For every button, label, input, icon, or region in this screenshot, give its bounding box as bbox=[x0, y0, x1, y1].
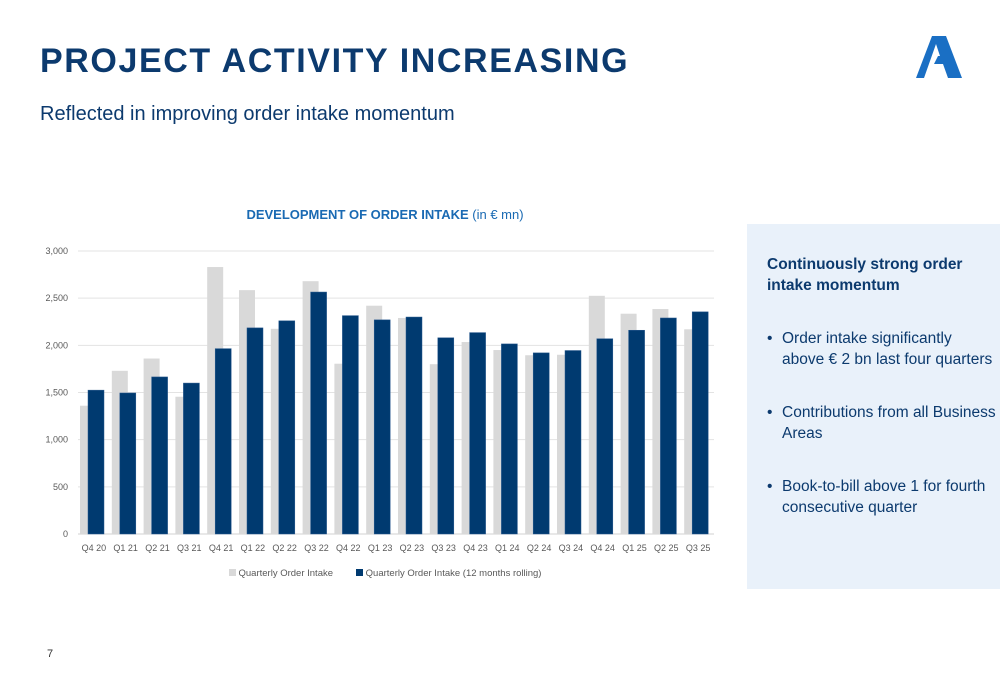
bar-rolling-order-intake bbox=[119, 392, 137, 535]
x-tick-label: Q1 24 bbox=[495, 543, 520, 553]
y-tick-label: 1,500 bbox=[45, 388, 68, 398]
bar-rolling-order-intake bbox=[405, 316, 423, 535]
bar-rolling-order-intake bbox=[151, 376, 168, 535]
key-points-heading: Continuously strong order intake momentu… bbox=[767, 256, 963, 294]
bar-rolling-order-intake bbox=[310, 291, 327, 535]
bar-rolling-order-intake bbox=[87, 389, 105, 535]
x-tick-label: Q4 20 bbox=[82, 543, 107, 553]
y-tick-label: 500 bbox=[53, 482, 68, 492]
key-point-item: • Order intake significantly above € 2 bn… bbox=[767, 328, 997, 370]
x-tick-label: Q1 22 bbox=[241, 543, 266, 553]
key-point-item: • Book-to-bill above 1 for fourth consecu… bbox=[767, 476, 997, 518]
x-tick-label: Q3 25 bbox=[686, 543, 711, 553]
x-tick-label: Q2 23 bbox=[400, 543, 425, 553]
order-intake-chart: 0 500 1,000 1,500 2,000 2,500 3,000 Q4 20 Q1 21 Q… bbox=[0, 230, 740, 600]
bar-rolling-order-intake bbox=[469, 332, 486, 535]
x-tick-label: Q3 22 bbox=[304, 543, 329, 553]
x-tick-label: Q4 22 bbox=[336, 543, 361, 553]
x-tick-label: Q3 24 bbox=[559, 543, 584, 553]
bar-rolling-order-intake bbox=[564, 350, 582, 535]
bar-rolling-order-intake bbox=[183, 382, 200, 535]
legend-label-quarterly: Quarterly Order Intake bbox=[238, 568, 334, 579]
chart-title: DEVELOPMENT OF ORDER INTAKE (in € mn) bbox=[0, 207, 770, 222]
bar-rolling-order-intake bbox=[278, 320, 296, 535]
bar-rolling-order-intake bbox=[246, 327, 264, 535]
x-tick-label: Q4 21 bbox=[209, 543, 234, 553]
page-title: PROJECT ACTIVITY INCREASING bbox=[40, 42, 630, 80]
company-logo-a-icon bbox=[916, 36, 962, 78]
bar-rolling-order-intake bbox=[342, 315, 359, 535]
page-subtitle: Reflected in improving order intake mome… bbox=[40, 103, 455, 125]
bar-rolling-order-intake bbox=[437, 337, 455, 535]
y-tick-label: 2,500 bbox=[45, 293, 68, 303]
legend-item-quarterly: Quarterly Order Intake bbox=[228, 568, 334, 579]
chart-title-unit: (in € mn) bbox=[468, 207, 524, 222]
bullet-icon: • bbox=[767, 330, 773, 347]
legend-swatch-quarterly bbox=[228, 569, 236, 576]
y-tick-label: 3,000 bbox=[45, 246, 68, 256]
y-tick-label: 2,000 bbox=[45, 340, 68, 350]
y-tick-label: 1,000 bbox=[45, 435, 68, 445]
key-point-text: Contributions from all Business Areas bbox=[782, 404, 996, 442]
bar-rolling-order-intake bbox=[596, 338, 614, 535]
x-tick-label: Q4 24 bbox=[590, 543, 615, 553]
x-tick-label: Q2 22 bbox=[272, 543, 297, 553]
x-tick-label: Q1 25 bbox=[622, 543, 647, 553]
x-tick-label: Q4 23 bbox=[463, 543, 488, 553]
bar-chart-svg: 0 500 1,000 1,500 2,000 2,500 3,000 Q4 20 Q1 21 Q… bbox=[45, 246, 714, 553]
legend-label-rolling: Quarterly Order Intake (12 months rollin… bbox=[365, 568, 542, 579]
x-tick-label: Q3 23 bbox=[431, 543, 456, 553]
bar-rolling-order-intake bbox=[660, 317, 677, 535]
y-tick-label: 0 bbox=[63, 529, 68, 539]
bullet-icon: • bbox=[767, 404, 773, 421]
chart-title-main: DEVELOPMENT OF ORDER INTAKE bbox=[246, 207, 469, 222]
x-tick-label: Q1 21 bbox=[113, 543, 138, 553]
x-tick-label: Q3 21 bbox=[177, 543, 202, 553]
bar-rolling-order-intake bbox=[532, 352, 550, 535]
chart-legend: Quarterly Order Intake Quarterly Order I… bbox=[0, 568, 770, 579]
bar-rolling-order-intake bbox=[214, 348, 232, 535]
page-number: 7 bbox=[47, 648, 54, 660]
key-point-item: • Contributions from all Business Areas bbox=[767, 402, 997, 444]
x-tick-label: Q1 23 bbox=[368, 543, 393, 553]
bar-rolling-order-intake bbox=[501, 343, 518, 535]
bar-rolling-order-intake bbox=[373, 319, 391, 535]
x-tick-label: Q2 24 bbox=[527, 543, 552, 553]
bullet-icon: • bbox=[767, 478, 773, 495]
bar-rolling-order-intake bbox=[691, 311, 709, 535]
key-point-text: Book-to-bill above 1 for fourth consecut… bbox=[782, 478, 986, 516]
legend-item-rolling: Quarterly Order Intake (12 months rollin… bbox=[355, 568, 542, 579]
bar-rolling-order-intake bbox=[628, 329, 645, 535]
x-tick-label: Q2 21 bbox=[145, 543, 170, 553]
key-points-panel: Continuously strong order intake momentu… bbox=[747, 224, 1000, 589]
legend-swatch-rolling bbox=[355, 569, 363, 576]
x-tick-label: Q2 25 bbox=[654, 543, 679, 553]
key-points-list: • Order intake significantly above € 2 bn… bbox=[767, 328, 997, 550]
key-point-text: Order intake significantly above € 2 bn … bbox=[782, 330, 993, 368]
